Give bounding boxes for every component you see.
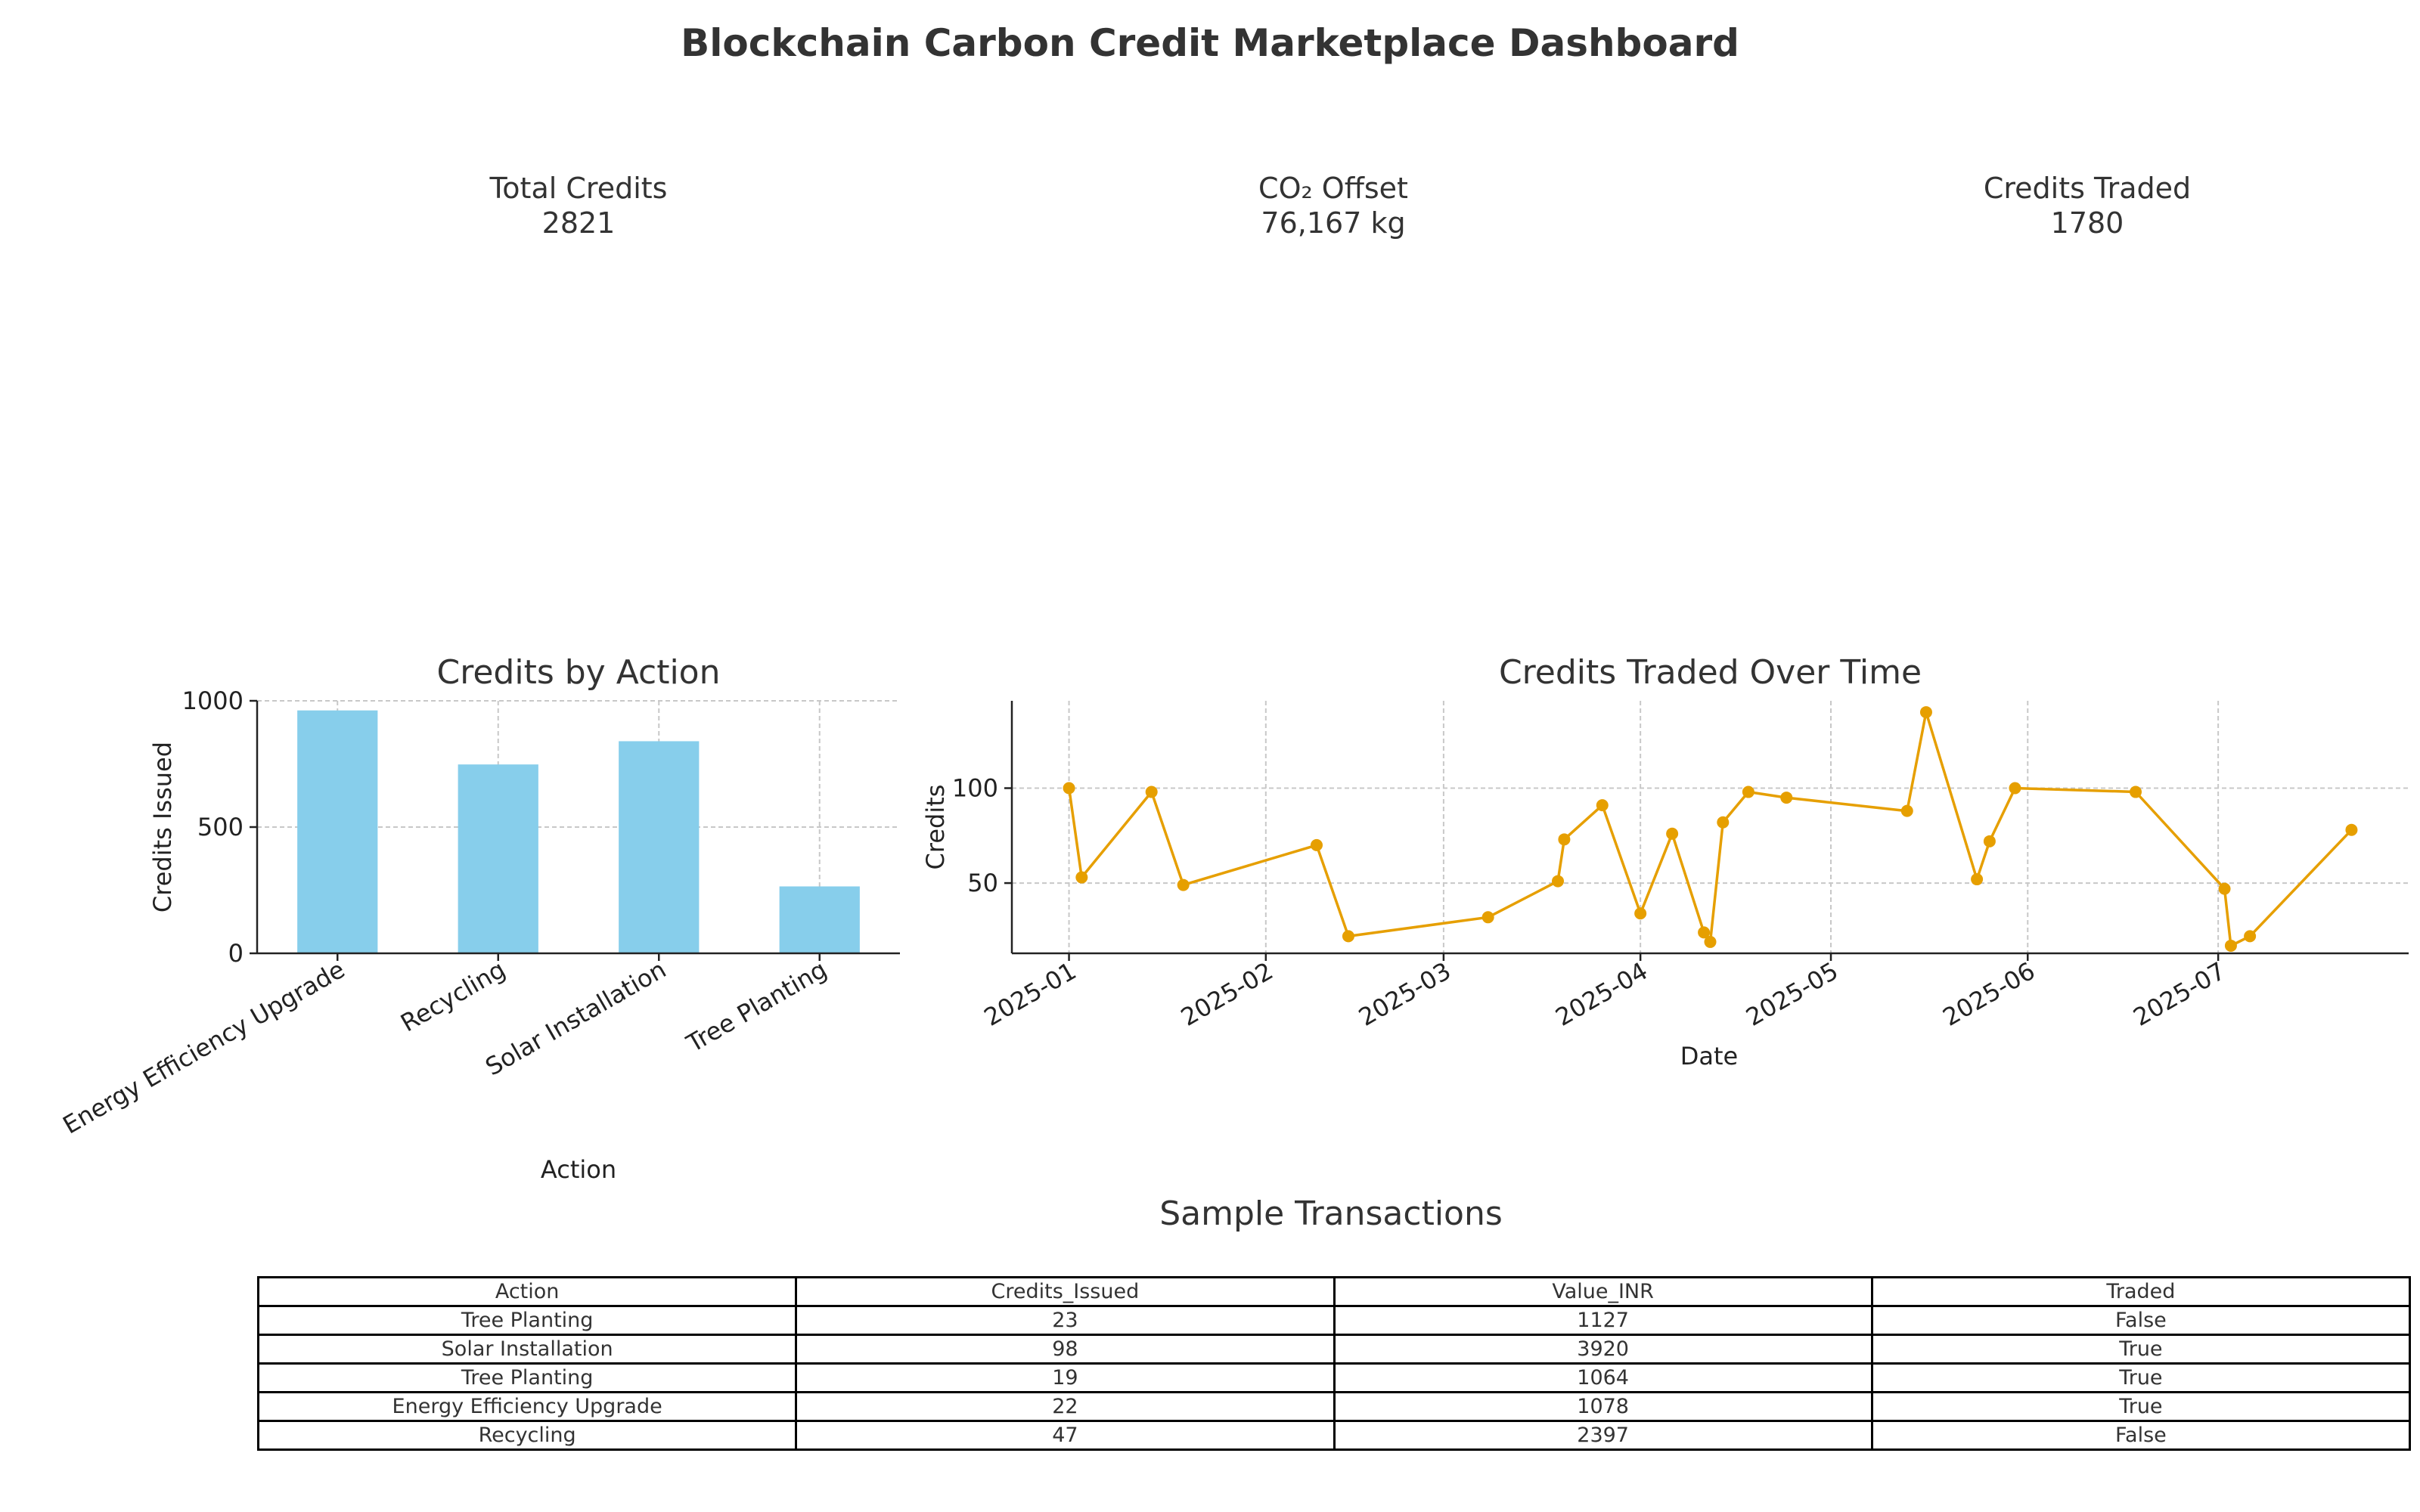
data-point: [2009, 782, 2021, 795]
series-line: [1067, 711, 2353, 947]
table-cell: True: [1870, 1391, 2412, 1422]
data-point: [1900, 804, 1913, 817]
table-cell: True: [1870, 1334, 2412, 1365]
table-header-row: Action Credits_Issued Value_INR Traded: [256, 1276, 2412, 1307]
data-point: [2218, 882, 2231, 895]
data-point: [1742, 785, 1754, 798]
data-point: [1634, 907, 1647, 920]
data-point: [1971, 873, 1984, 886]
data-point: [2224, 939, 2237, 952]
column-header: Value_INR: [1333, 1276, 1873, 1307]
data-point: [1558, 833, 1571, 846]
x-tick-label: 2025-06: [1938, 956, 2040, 1032]
table-cell: Tree Planting: [256, 1305, 798, 1336]
x-tick-label: Solar Installation: [480, 955, 671, 1081]
y-axis-label: Credits: [921, 785, 950, 870]
table-row: Energy Efficiency Upgrade 22 1078 True: [256, 1391, 2412, 1422]
table-cell: 22: [795, 1391, 1336, 1422]
metric-total-credits: Total Credits 2821: [352, 171, 805, 240]
dashboard-title: Blockchain Carbon Credit Marketplace Das…: [681, 21, 1739, 65]
table-row: Tree Planting 23 1127 False: [256, 1305, 2412, 1336]
metric-value: 2821: [541, 206, 616, 240]
table-row: Solar Installation 98 3920 True: [256, 1334, 2412, 1365]
table-cell: True: [1870, 1362, 2412, 1393]
metric-label: Credits Traded: [1983, 172, 2192, 205]
metric-label: Total Credits: [489, 172, 668, 205]
table-row: Recycling 47 2397 False: [256, 1420, 2412, 1451]
y-tick-label: 1000: [182, 686, 244, 715]
data-point: [2345, 823, 2358, 836]
table-cell: Tree Planting: [256, 1362, 798, 1393]
data-point: [1717, 816, 1730, 829]
metric-label: CO₂ Offset: [1258, 172, 1408, 205]
x-tick-label: 2025-02: [1176, 956, 1278, 1032]
line-chart: 50 100 2025-01 2025-02 2025-03 2025-04 2025-05…: [921, 653, 2409, 1070]
data-point: [1145, 785, 1158, 798]
bar: [619, 741, 700, 953]
table-cell: Solar Installation: [256, 1334, 798, 1365]
y-axis-label: Credits Issued: [148, 742, 177, 912]
chart-title: Credits Traded Over Time: [1499, 653, 1922, 692]
data-point: [1075, 871, 1088, 884]
data-point: [1983, 835, 1996, 847]
chart-title: Credits by Action: [437, 653, 721, 692]
metric-value: 76,167 kg: [1261, 206, 1406, 240]
table-cell: False: [1870, 1305, 2412, 1336]
charts-canvas: 0 500 1000 Energy Efficiency Upgrade Recycli…: [58, 653, 2409, 1184]
table-title: Sample Transactions: [1159, 1194, 1503, 1233]
data-point: [1596, 799, 1609, 812]
metric-co2-offset: CO₂ Offset 76,167 kg: [1106, 171, 1560, 240]
table-cell: 23: [795, 1305, 1336, 1336]
table-cell: Energy Efficiency Upgrade: [256, 1391, 798, 1422]
data-point: [1919, 706, 1932, 719]
table-cell: 19: [795, 1362, 1336, 1393]
x-tick-label: 2025-05: [1741, 956, 1843, 1032]
bar: [779, 886, 860, 953]
data-point: [1780, 792, 1793, 804]
table-cell: 98: [795, 1334, 1336, 1365]
data-point: [1177, 878, 1190, 891]
data-point: [1552, 875, 1565, 888]
metric-credits-traded: Credits Traded 1780: [1860, 171, 2314, 240]
x-tick-label: Recycling: [396, 955, 510, 1037]
y-tick-label: 50: [967, 869, 998, 897]
y-tick-label: 0: [228, 939, 244, 968]
bar-chart: 0 500 1000 Energy Efficiency Upgrade Recycli…: [58, 653, 900, 1184]
bar: [297, 710, 378, 953]
column-header: Traded: [1870, 1276, 2412, 1307]
data-point: [1481, 911, 1494, 924]
x-tick-label: 2025-07: [2128, 956, 2230, 1032]
x-axis-label: Date: [1680, 1042, 1738, 1070]
x-tick-label: 2025-04: [1550, 956, 1652, 1032]
x-tick-label: Tree Planting: [681, 955, 832, 1058]
y-tick-label: 500: [197, 813, 244, 841]
x-tick-label: 2025-03: [1354, 956, 1456, 1032]
x-axis-label: Action: [541, 1155, 616, 1184]
data-point: [1704, 935, 1717, 948]
x-tick-label: Energy Efficiency Upgrade: [58, 955, 350, 1140]
table-cell: 2397: [1333, 1420, 1873, 1451]
data-point: [1666, 827, 1679, 840]
column-header: Action: [256, 1276, 798, 1307]
data-point: [1342, 930, 1354, 943]
table-cell: False: [1870, 1420, 2412, 1451]
transactions-table: Action Credits_Issued Value_INR Traded T…: [256, 1276, 2412, 1451]
column-header: Credits_Issued: [795, 1276, 1336, 1307]
table-cell: 1078: [1333, 1391, 1873, 1422]
table-cell: 47: [795, 1420, 1336, 1451]
data-point: [1063, 782, 1075, 795]
table-cell: 1064: [1333, 1362, 1873, 1393]
bar: [458, 764, 538, 953]
x-tick-label: 2025-01: [979, 956, 1081, 1032]
data-point: [1698, 926, 1711, 939]
data-point: [2244, 930, 2257, 943]
table-cell: 3920: [1333, 1334, 1873, 1365]
y-tick-label: 100: [952, 774, 998, 803]
table-cell: Recycling: [256, 1420, 798, 1451]
table-cell: 1127: [1333, 1305, 1873, 1336]
data-point: [1310, 838, 1323, 851]
table-row: Tree Planting 19 1064 True: [256, 1362, 2412, 1393]
metric-value: 1780: [2050, 206, 2124, 240]
data-point: [2129, 785, 2142, 798]
